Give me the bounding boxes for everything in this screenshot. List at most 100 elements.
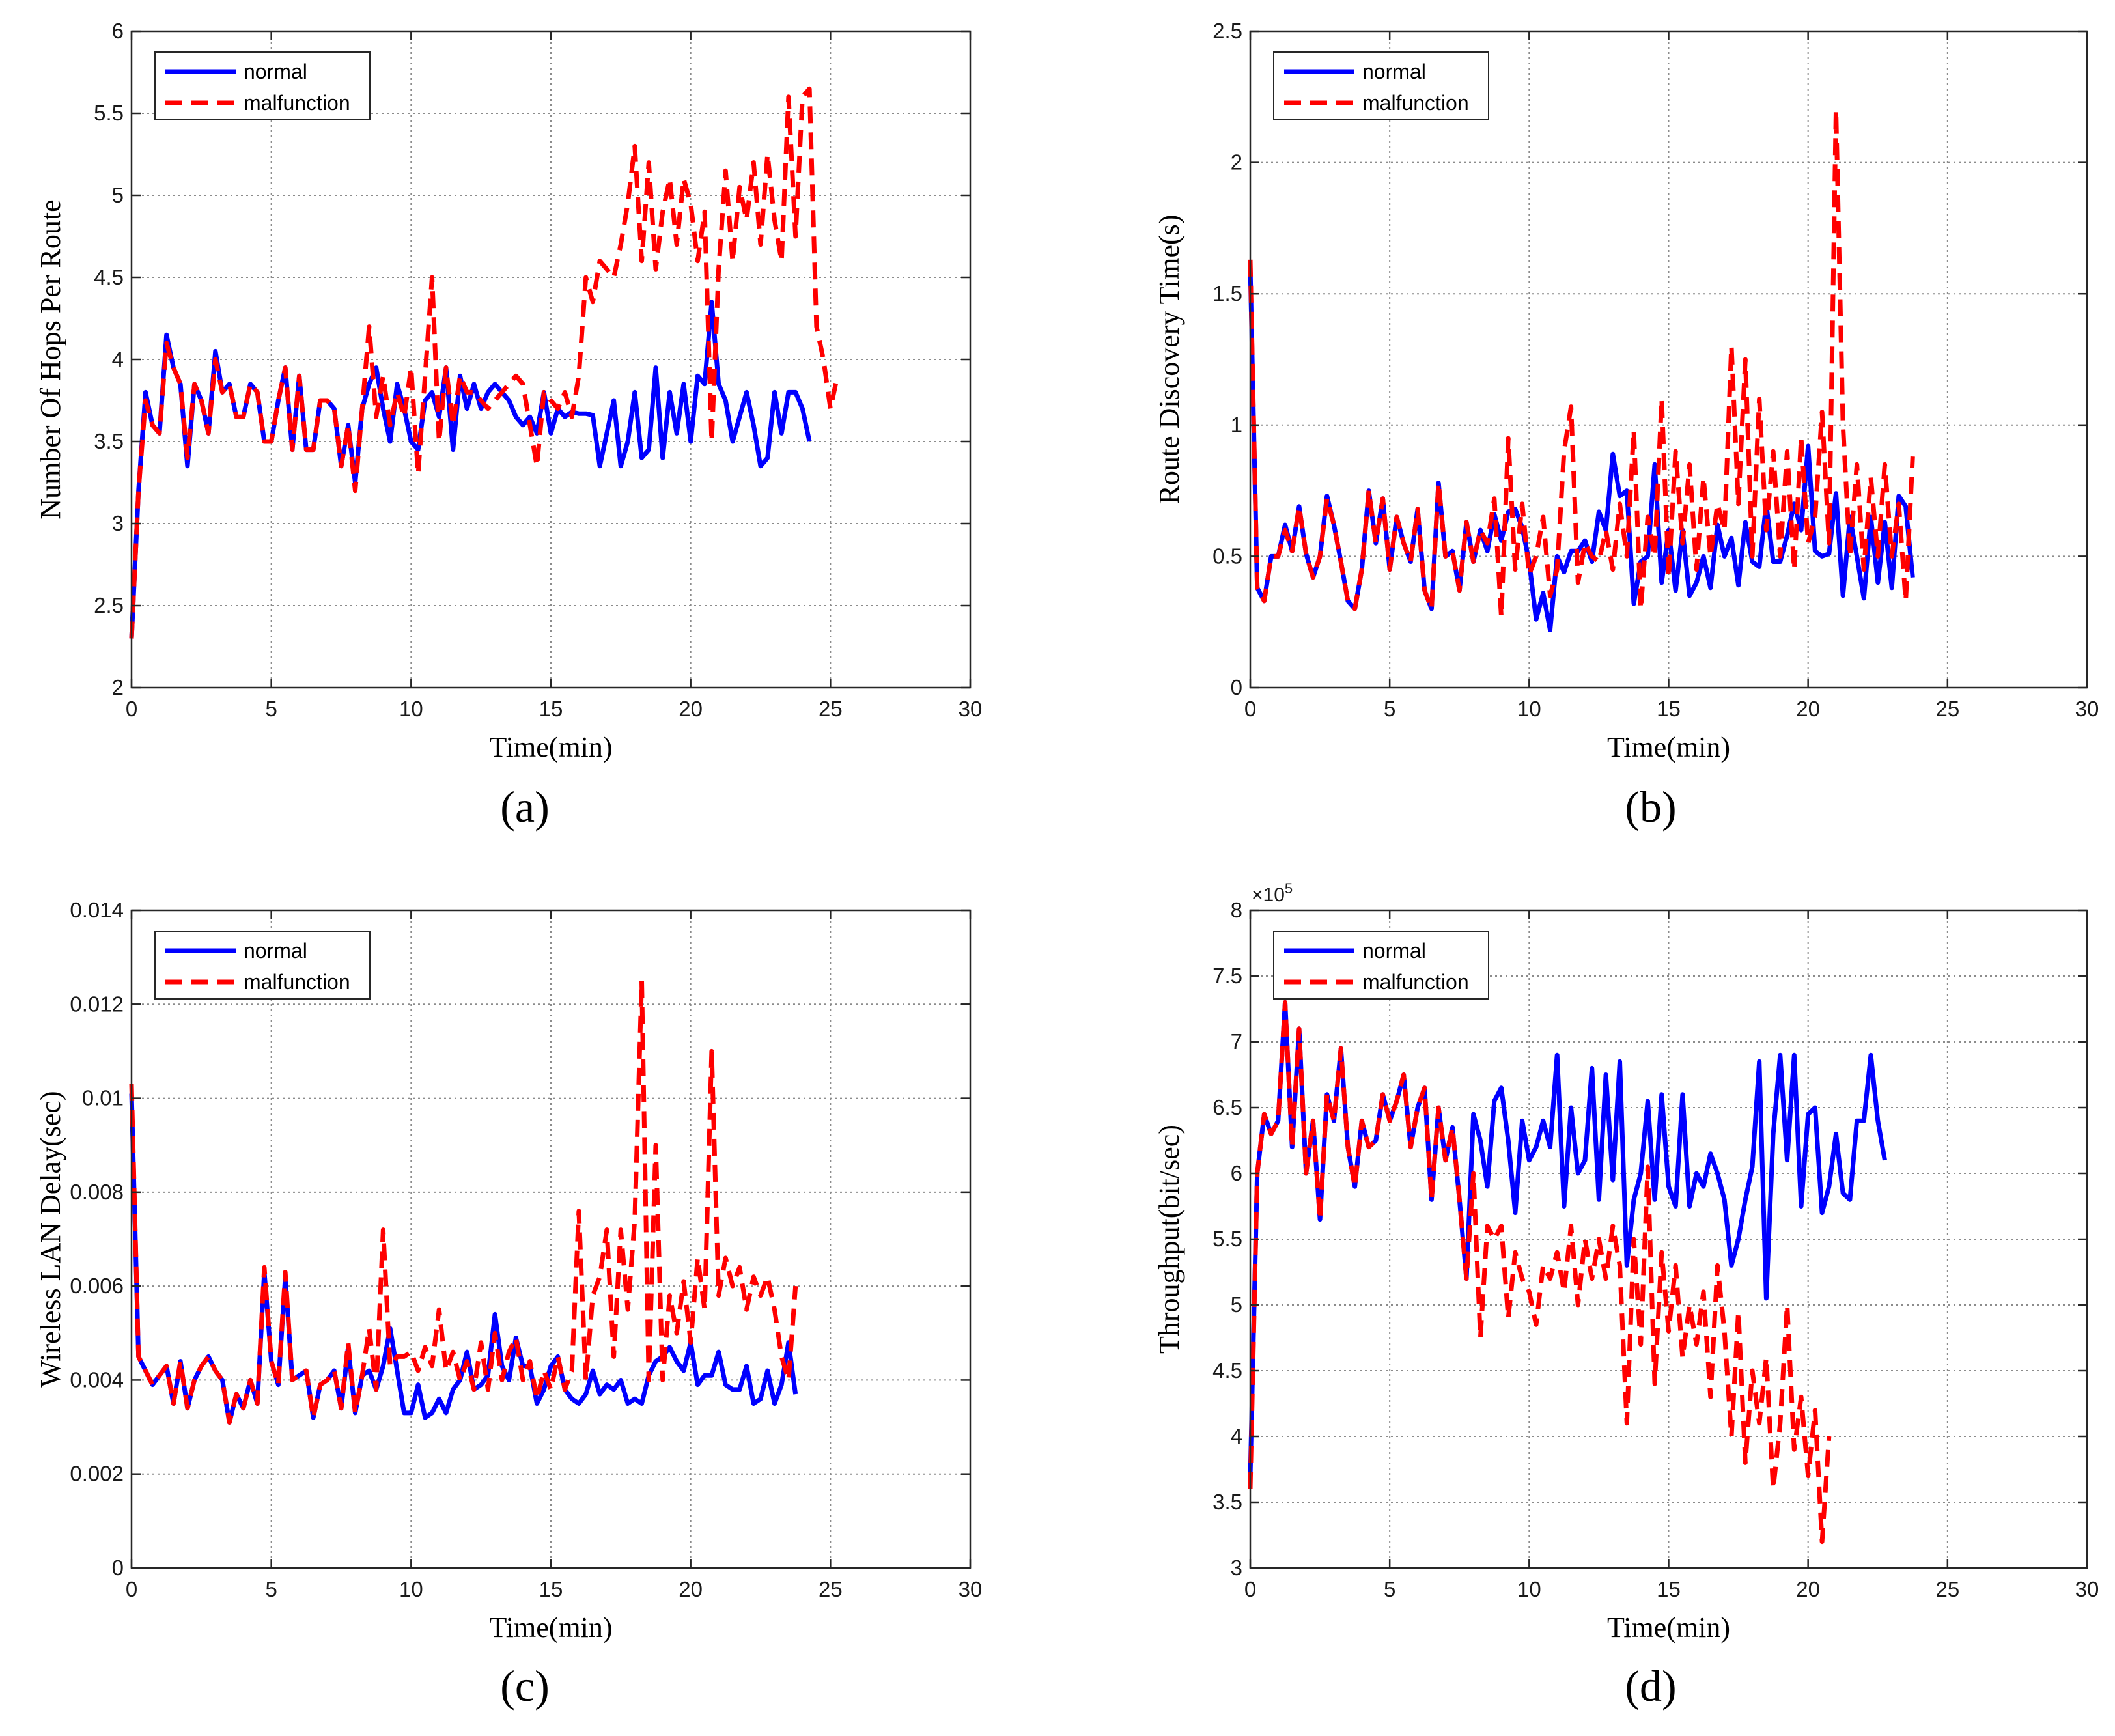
x-tick-label: 15 bbox=[539, 1577, 563, 1601]
x-tick-label: 25 bbox=[819, 1577, 843, 1601]
y-tick-label: 4.5 bbox=[1212, 1358, 1242, 1382]
x-tick-label: 30 bbox=[959, 697, 983, 721]
x-tick-label: 25 bbox=[1935, 697, 1959, 721]
series-line-malfunction bbox=[1248, 1000, 1832, 1545]
x-tick-label: 30 bbox=[2075, 1577, 2099, 1601]
y-tick-label: 2.5 bbox=[1212, 19, 1242, 43]
series-line-malfunction bbox=[1248, 107, 1915, 619]
legend: normal malfunction bbox=[1273, 51, 1489, 120]
y-tick-label: 0.004 bbox=[70, 1367, 124, 1392]
y-tick-label: 0.01 bbox=[82, 1086, 124, 1110]
x-axis-label: Time(min) bbox=[489, 731, 612, 763]
y-tick-label: 0.002 bbox=[70, 1462, 124, 1486]
series-line-malfunction bbox=[129, 978, 798, 1425]
y-tick-label: 0.006 bbox=[70, 1274, 124, 1298]
y-tick-label: 1 bbox=[1231, 413, 1242, 437]
y-axis-label: Route Discovery Time(s) bbox=[1153, 215, 1185, 505]
x-tick-label: 20 bbox=[679, 697, 703, 721]
x-axis-label: Time(min) bbox=[489, 1612, 612, 1644]
y-tick-label: 4.5 bbox=[94, 265, 124, 289]
chart-panel-a: 0 5 10 15 20 25 30 2 2.5 3 3.5 4 4.5 5 5.5 6 Time(min) Nu… bbox=[35, 19, 982, 832]
y-axis-multiplier: ×105 bbox=[1252, 880, 1293, 906]
y-tick-label: 0.5 bbox=[1212, 544, 1242, 568]
y-tick-label: 4 bbox=[1231, 1424, 1242, 1448]
legend-box bbox=[1273, 931, 1489, 1000]
x-tick-label: 10 bbox=[1517, 1577, 1541, 1601]
x-tick-label: 30 bbox=[959, 1577, 983, 1601]
legend-label-malfunction: malfunction bbox=[1362, 91, 1469, 115]
x-tick-label: 15 bbox=[1657, 697, 1681, 721]
x-tick-label: 15 bbox=[539, 697, 563, 721]
x-tick-label: 30 bbox=[2075, 697, 2099, 721]
legend-label-normal: normal bbox=[1362, 939, 1426, 962]
x-tick-label: 10 bbox=[1517, 697, 1541, 721]
y-tick-label: 2 bbox=[112, 675, 124, 699]
chart-panel-d: 0 5 10 15 20 25 30 3 3.5 4 4.5 5 5.5 6 6.5 7 7.5 8 ×105 Tim… bbox=[1153, 880, 2099, 1711]
y-axis-label: Number Of Hops Per Route bbox=[35, 199, 66, 519]
legend-box bbox=[154, 931, 371, 1000]
legend: normal malfunction bbox=[154, 51, 371, 120]
y-tick-label: 0 bbox=[1231, 675, 1242, 699]
y-tick-label: 0.008 bbox=[70, 1180, 124, 1204]
y-tick-label: 3.5 bbox=[1212, 1490, 1242, 1514]
x-tick-label: 20 bbox=[679, 1577, 703, 1601]
y-axis-label: Wireless LAN Delay(sec) bbox=[35, 1091, 66, 1387]
y-tick-label: 6 bbox=[1231, 1161, 1242, 1185]
y-axis-label: Throughput(bit/sec) bbox=[1153, 1125, 1185, 1354]
legend-label-malfunction: malfunction bbox=[1362, 970, 1469, 994]
panel-label: (a) bbox=[500, 782, 549, 832]
legend-label-normal: normal bbox=[1362, 60, 1426, 83]
x-tick-label: 0 bbox=[1244, 1577, 1256, 1601]
y-tick-label: 5.5 bbox=[1212, 1227, 1242, 1251]
y-tick-label: 6 bbox=[112, 19, 124, 43]
x-tick-label: 15 bbox=[1657, 1577, 1681, 1601]
panel-label: (b) bbox=[1625, 782, 1676, 832]
chart-panel-c: 0 5 10 15 20 25 30 0 0.002 0.004 0.006 0.008 0.01 0.0… bbox=[35, 898, 982, 1711]
x-tick-label: 20 bbox=[1796, 1577, 1820, 1601]
y-tick-label: 0.014 bbox=[70, 898, 124, 922]
y-tick-label: 8 bbox=[1231, 898, 1242, 922]
x-tick-label: 0 bbox=[1244, 697, 1256, 721]
panel-label: (d) bbox=[1625, 1661, 1676, 1711]
legend-box bbox=[154, 51, 371, 120]
series-line-malfunction bbox=[129, 86, 840, 639]
x-tick-label: 25 bbox=[1935, 1577, 1959, 1601]
legend-label-malfunction: malfunction bbox=[244, 970, 350, 994]
legend: normal malfunction bbox=[154, 931, 371, 1000]
y-tick-label: 2 bbox=[1231, 150, 1242, 175]
x-tick-label: 10 bbox=[399, 697, 423, 721]
legend: normal malfunction bbox=[1273, 931, 1489, 1000]
x-tick-label: 5 bbox=[265, 1577, 277, 1601]
x-tick-label: 5 bbox=[1384, 1577, 1395, 1601]
y-tick-label: 0 bbox=[112, 1556, 124, 1580]
x-tick-label: 5 bbox=[1384, 697, 1395, 721]
y-tick-label: 4 bbox=[112, 347, 124, 371]
y-tick-label: 2.5 bbox=[94, 593, 124, 617]
y-tick-label: 5 bbox=[112, 183, 124, 207]
x-axis-label: Time(min) bbox=[1607, 731, 1730, 763]
y-tick-label: 0.012 bbox=[70, 992, 124, 1016]
x-tick-label: 10 bbox=[399, 1577, 423, 1601]
y-tick-label: 5 bbox=[1231, 1293, 1242, 1317]
y-tick-label: 3.5 bbox=[94, 429, 124, 453]
y-tick-label: 5.5 bbox=[94, 101, 124, 125]
y-tick-label: 3 bbox=[1231, 1556, 1242, 1580]
y-axis-multiplier-exponent: 5 bbox=[1285, 880, 1293, 897]
y-tick-label: 6.5 bbox=[1212, 1095, 1242, 1119]
legend-label-malfunction: malfunction bbox=[244, 91, 350, 115]
y-tick-label: 1.5 bbox=[1212, 281, 1242, 305]
x-tick-label: 5 bbox=[265, 697, 277, 721]
x-axis-label: Time(min) bbox=[1607, 1612, 1730, 1644]
x-tick-label: 25 bbox=[819, 697, 843, 721]
chart-panel-b: 0 5 10 15 20 25 30 0 0.5 1 1.5 2 2.5 Time(min) Route D… bbox=[1153, 19, 2099, 832]
x-tick-label: 0 bbox=[126, 697, 137, 721]
x-tick-label: 20 bbox=[1796, 697, 1820, 721]
y-tick-label: 3 bbox=[112, 511, 124, 535]
legend-box bbox=[1273, 51, 1489, 120]
legend-label-normal: normal bbox=[244, 939, 307, 962]
panel-label: (c) bbox=[500, 1661, 549, 1711]
y-tick-label: 7 bbox=[1231, 1029, 1242, 1054]
x-tick-label: 0 bbox=[126, 1577, 137, 1601]
legend-label-normal: normal bbox=[244, 60, 307, 83]
